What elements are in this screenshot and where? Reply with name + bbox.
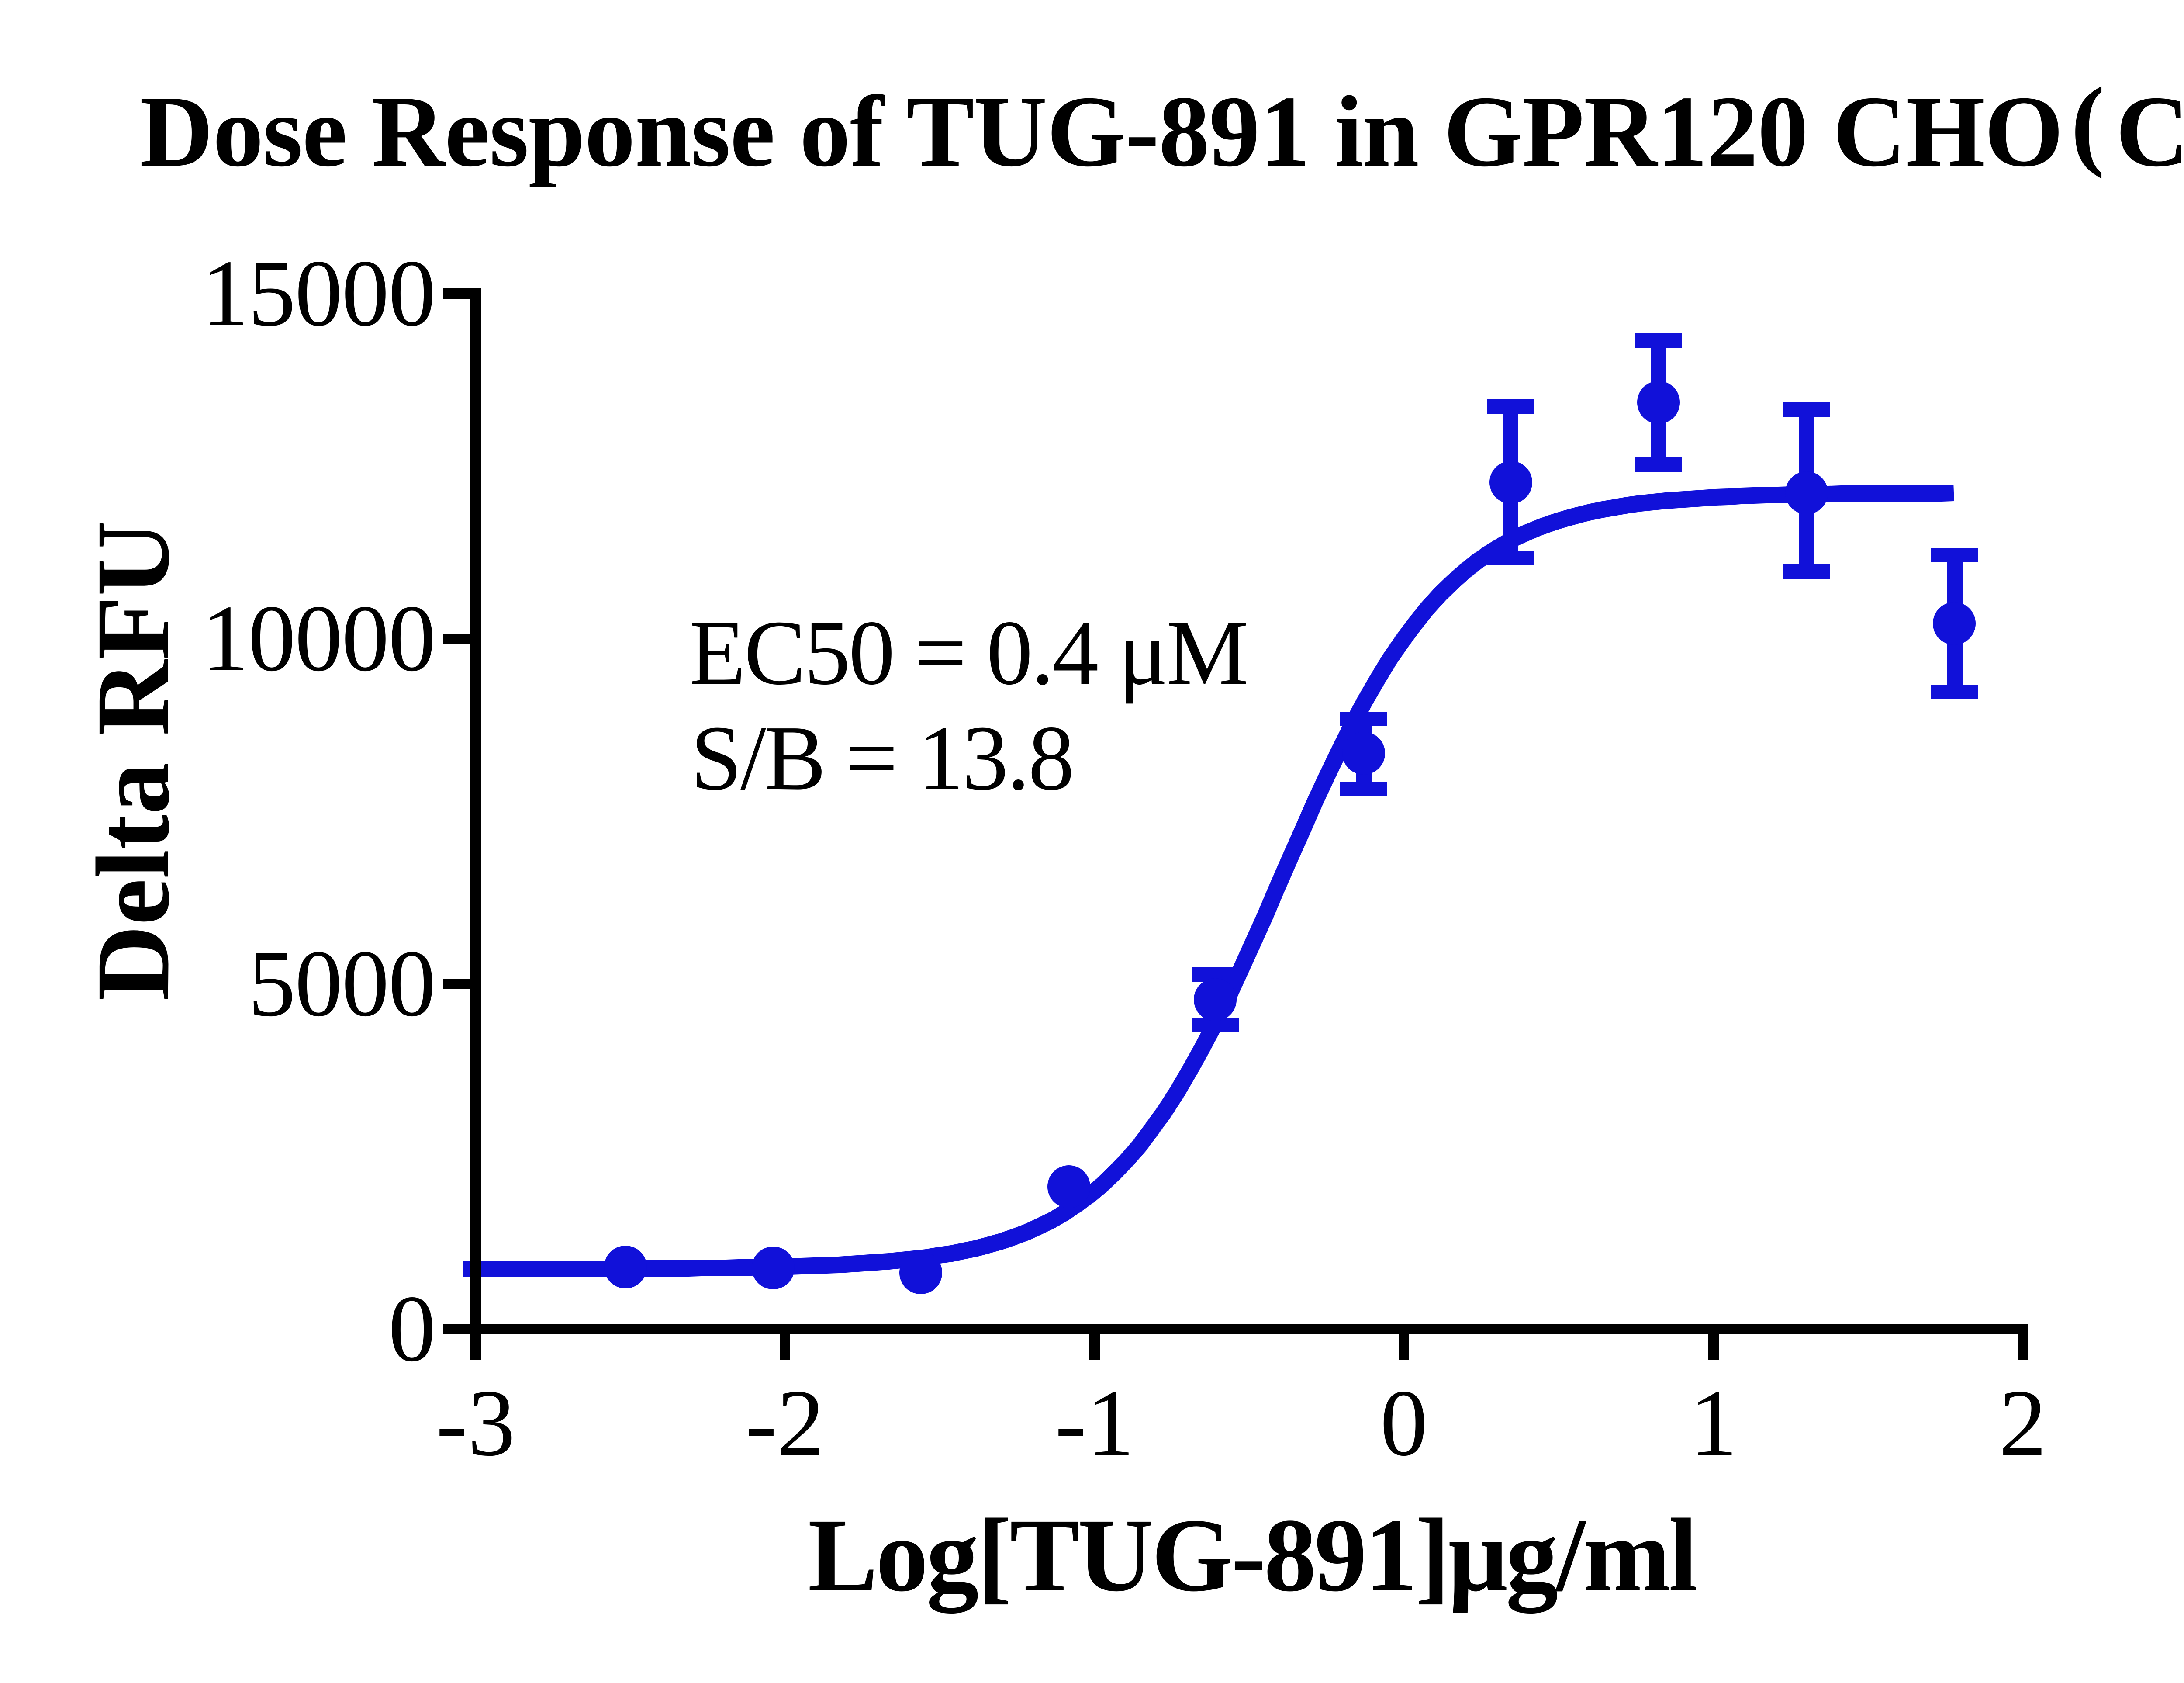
svg-text:-2: -2 <box>745 1371 825 1476</box>
svg-text:EC50 = 0.4 μM: EC50 = 0.4 μM <box>689 601 1247 704</box>
svg-text:1: 1 <box>1690 1371 1738 1476</box>
svg-text:Delta RFU: Delta RFU <box>75 520 191 1001</box>
svg-text:-3: -3 <box>436 1371 515 1476</box>
svg-text:15000: 15000 <box>201 241 435 346</box>
svg-text:S/B = 13.8: S/B = 13.8 <box>691 706 1073 809</box>
svg-text:-1: -1 <box>1055 1371 1134 1476</box>
svg-text:0: 0 <box>1380 1371 1428 1476</box>
svg-text:2: 2 <box>1999 1371 2047 1476</box>
svg-text:5000: 5000 <box>248 931 435 1036</box>
svg-text:Log[TUG-891]μg/ml: Log[TUG-891]μg/ml <box>808 1497 1697 1614</box>
svg-text:0: 0 <box>388 1276 435 1382</box>
svg-text:10000: 10000 <box>201 586 435 691</box>
svg-text:Dose Response of TUG-891 in GP: Dose Response of TUG-891 in GPR120 CHO(C… <box>140 66 2184 188</box>
